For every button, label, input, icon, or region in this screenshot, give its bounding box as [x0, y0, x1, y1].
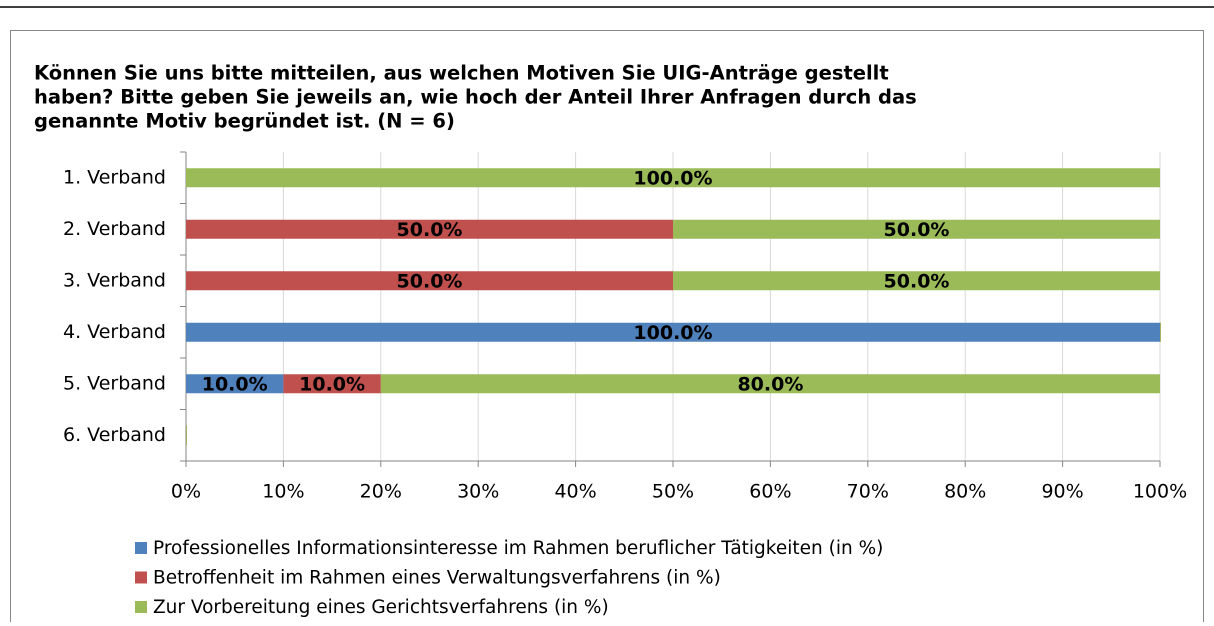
y-tick-label: 6. Verband [63, 424, 166, 446]
x-tick-label: 100% [1133, 481, 1187, 503]
y-tick-label: 3. Verband [63, 269, 166, 291]
data-label: 100.0% [633, 322, 712, 344]
data-label: 10.0% [299, 373, 365, 395]
y-tick-label: 2. Verband [63, 218, 166, 240]
legend-swatch [135, 542, 147, 554]
x-tick-label: 0% [171, 481, 201, 503]
legend-label: Professionelles Informationsinteresse im… [153, 538, 883, 559]
x-tick-label: 70% [847, 481, 889, 503]
x-tick-label: 10% [262, 481, 304, 503]
bar-segment [186, 322, 1160, 342]
legend-swatch [135, 571, 147, 584]
data-label: 10.0% [202, 373, 268, 395]
data-label: 50.0% [884, 219, 950, 241]
y-tick-label: 1. Verband [63, 166, 166, 188]
data-label: 50.0% [884, 270, 950, 292]
x-tick-label: 90% [1041, 481, 1083, 503]
x-tick-label: 80% [944, 481, 986, 503]
bar-segment [186, 425, 187, 445]
legend-label: Zur Vorbereitung eines Gerichtsverfahren… [153, 597, 609, 618]
bar-segment [283, 374, 381, 394]
x-tick-label: 20% [360, 481, 402, 503]
bar-segment [186, 219, 673, 239]
data-label: 100.0% [633, 167, 712, 189]
chart-title: haben? Bitte geben Sie jeweils an, wie h… [34, 86, 917, 109]
x-tick-label: 30% [457, 481, 499, 503]
y-tick-label: 5. Verband [63, 372, 166, 394]
chart-title: genannte Motiv begründet ist. (N = 6) [34, 110, 455, 133]
bar-segment [673, 219, 1160, 239]
x-tick-label: 50% [652, 481, 694, 503]
bar-segment [673, 271, 1160, 291]
bar-segment [186, 271, 673, 291]
x-tick-label: 60% [749, 481, 791, 503]
x-tick-label: 40% [554, 481, 596, 503]
bar-segment [1160, 322, 1161, 342]
bar-segment [380, 374, 1160, 394]
bar-segment [186, 374, 284, 394]
data-label: 50.0% [397, 270, 463, 292]
chart-title: Können Sie uns bitte mitteilen, aus welc… [34, 62, 889, 85]
legend-swatch [135, 601, 147, 613]
data-label: 50.0% [397, 219, 463, 241]
legend-label: Betroffenheit im Rahmen eines Verwaltung… [153, 568, 721, 589]
bar-segment [186, 168, 1160, 188]
data-label: 80.0% [737, 373, 803, 395]
y-tick-label: 4. Verband [63, 321, 166, 343]
